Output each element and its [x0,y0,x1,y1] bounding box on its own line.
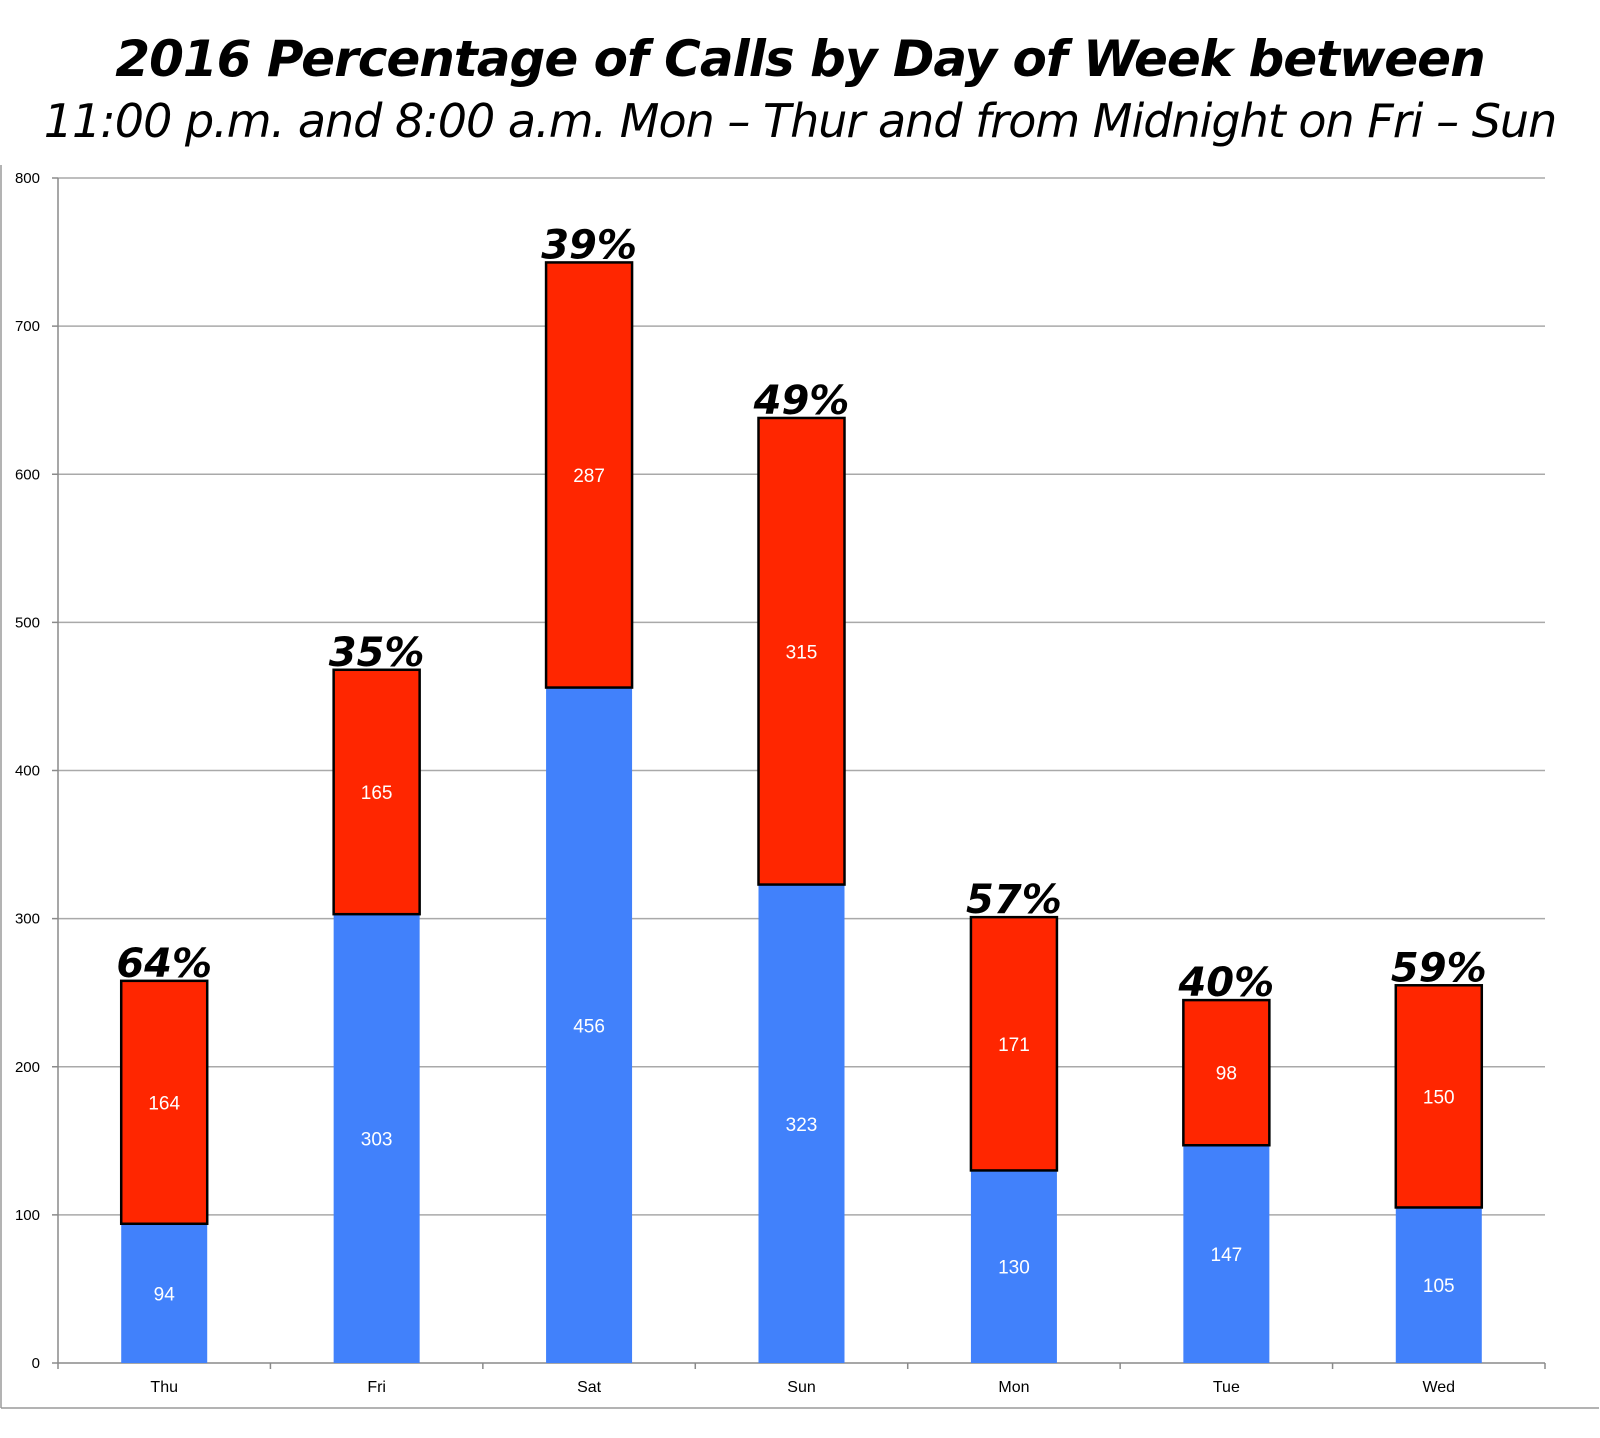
bar-segment-blue [1395,1207,1482,1363]
y-tick-label: 700 [15,318,40,335]
y-tick-label: 0 [32,1355,40,1372]
bar-segment-blue [546,687,633,1363]
data-label-red: 150 [1423,1087,1455,1108]
percent-label: 49% [753,378,850,424]
bar-segment-red [969,915,1059,1172]
bar-segment-red [119,979,209,1226]
x-axis-categories: Thu Fri Sat Sun Mon Tue Wed [150,1379,1455,1396]
data-label-blue: 147 [1211,1245,1243,1266]
data-label-blue: 303 [361,1130,393,1151]
x-category-label: Fri [367,1379,386,1396]
bar-segment-red [544,261,634,689]
percent-label: 64% [116,941,212,987]
chart-title-block: 2016 Percentage of Calls by Day of Week … [0,28,1600,152]
bar-segment-red [332,668,421,916]
data-label-red: 171 [998,1035,1030,1056]
bar-segment-red [1394,984,1484,1209]
percent-label: 39% [541,222,637,268]
x-category-label: Wed [1422,1379,1455,1396]
data-label-red: 287 [573,466,605,487]
bars: 94 164 64% 303 165 35% 456 287 39% 323 315 49% 130 17… [116,222,1487,1363]
y-tick-label: 400 [15,763,40,780]
x-category-label: Tue [1213,1379,1240,1396]
y-tick-label: 600 [15,466,40,483]
percent-label: 59% [1391,945,1487,991]
percent-label: 35% [329,630,425,676]
data-label-blue: 323 [786,1115,818,1136]
bar-segment-blue [121,1223,208,1363]
data-label-blue: 456 [573,1016,605,1037]
y-tick-label: 100 [15,1207,40,1224]
bar-segment-red [1182,998,1271,1147]
bar-segment-blue [758,884,845,1363]
chart-title: 2016 Percentage of Calls by Day of Week … [115,30,1485,88]
percent-label: 40% [1177,960,1274,1006]
x-category-label: Thu [150,1379,178,1396]
data-label-blue: 105 [1423,1276,1455,1297]
percent-label: 57% [966,877,1062,923]
data-label-red: 98 [1216,1064,1237,1085]
data-label-red: 315 [786,642,818,663]
chart-subtitle: 11:00 p.m. and 8:00 a.m. Mon – Thur and … [43,94,1557,148]
x-category-label: Sat [577,1379,602,1396]
data-label-red: 165 [361,783,393,804]
data-label-red: 164 [148,1093,180,1114]
x-category-label: Mon [998,1379,1029,1396]
bar-segment-blue [333,914,420,1363]
y-tick-label: 500 [15,614,40,631]
bar-segment-red [757,416,846,886]
y-tick-label: 300 [15,911,40,928]
data-label-blue: 130 [998,1258,1030,1279]
y-tick-label: 800 [15,170,40,187]
bar-segment-blue [970,1170,1057,1363]
bar-segment-blue [1183,1145,1270,1363]
y-tick-label: 200 [15,1059,40,1076]
data-label-blue: 94 [154,1284,176,1305]
x-category-label: Sun [787,1379,815,1396]
y-axis-ticks: 0 100 200 300 400 500 600 700 800 [15,170,58,1372]
